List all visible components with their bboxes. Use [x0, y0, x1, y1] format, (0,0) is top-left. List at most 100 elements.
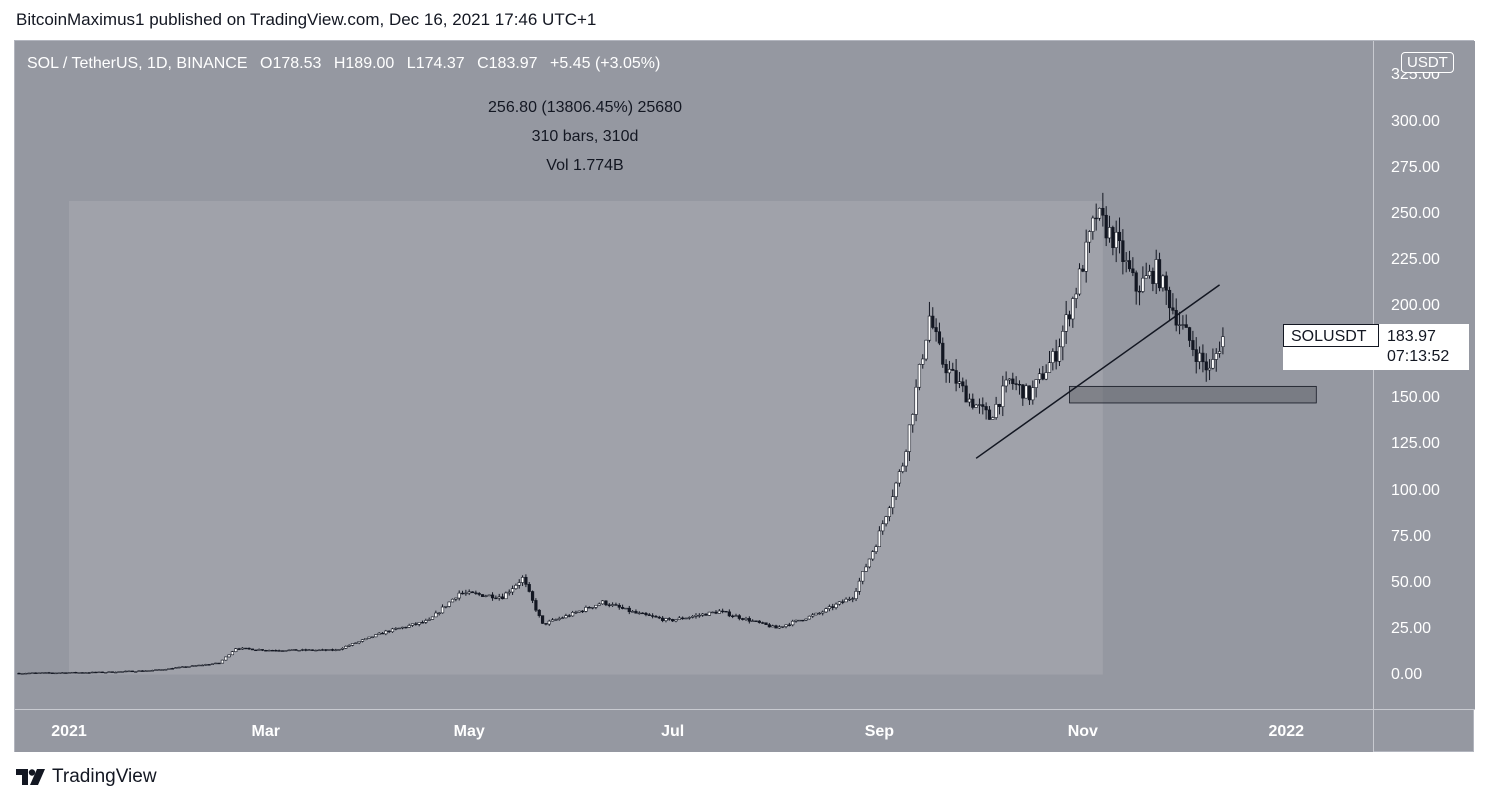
- candle-body: [1117, 231, 1122, 241]
- candle-body: [140, 670, 144, 672]
- candle-body: [207, 664, 211, 666]
- candle-body: [150, 670, 154, 672]
- time-axis[interactable]: [15, 709, 1373, 752]
- symbol-label[interactable]: SOL / TetherUS, 1D, BINANCE: [27, 55, 248, 72]
- candle-body: [230, 651, 235, 656]
- candle-body: [967, 398, 972, 403]
- candle-body: [200, 664, 205, 667]
- candle-body: [260, 649, 265, 651]
- candle-body: [280, 650, 285, 652]
- candle-body: [57, 672, 61, 674]
- candle-body: [924, 339, 928, 360]
- candle-body: [104, 672, 108, 674]
- plot-area[interactable]: SOL / TetherUS, 1D, BINANCE O178.53 H189…: [15, 41, 1373, 709]
- candle-body: [1161, 275, 1165, 289]
- candle-body: [927, 315, 932, 341]
- candle-body: [1164, 275, 1168, 291]
- candle-body: [937, 331, 942, 344]
- candle-body: [1017, 383, 1022, 386]
- candle-body: [560, 617, 565, 619]
- candle-body: [424, 620, 428, 623]
- candle-body: [384, 630, 388, 635]
- y-tick-label: 275.00: [1391, 158, 1440, 176]
- candle-body: [644, 612, 648, 616]
- footer-brand[interactable]: TradingView: [16, 766, 157, 788]
- candle-body: [467, 591, 471, 594]
- candle-body: [554, 619, 558, 621]
- candle-body: [697, 614, 701, 617]
- x-tick-label: 2021: [51, 723, 87, 740]
- candle-body: [671, 619, 675, 622]
- candle-body: [767, 624, 771, 628]
- candle-body: [264, 650, 268, 652]
- candle-body: [520, 576, 525, 583]
- candle-body: [1041, 373, 1045, 380]
- x-tick-label: Mar: [251, 723, 280, 740]
- measure-bars: 310 bars, 310d: [531, 128, 639, 145]
- candle-body: [324, 649, 328, 651]
- axis-corner: [1373, 709, 1475, 752]
- chart-svg: [17, 192, 1317, 675]
- candle-body: [1214, 353, 1218, 360]
- support-zone: [1069, 385, 1317, 404]
- candle-body: [934, 327, 938, 333]
- candle-body: [1167, 289, 1172, 309]
- candle-body: [867, 558, 871, 568]
- candle-body: [254, 649, 258, 652]
- candle-body: [404, 626, 408, 629]
- candle-body: [1107, 227, 1112, 239]
- candle-body: [414, 623, 418, 625]
- candle-body: [864, 566, 868, 572]
- price-axis[interactable]: [1373, 41, 1475, 709]
- candle-body: [1204, 361, 1208, 371]
- candle-body: [30, 672, 34, 674]
- candle-body: [651, 615, 655, 617]
- candle-body: [534, 600, 538, 611]
- candle-body: [457, 592, 461, 599]
- candle-body: [507, 591, 511, 594]
- candle-body: [277, 650, 281, 652]
- candle-body: [964, 385, 968, 403]
- candle-body: [1104, 214, 1108, 239]
- candle-body: [997, 403, 1002, 407]
- candle-body: [754, 620, 758, 622]
- candle-body: [54, 672, 58, 675]
- candle-body: [180, 666, 184, 668]
- currency-badge[interactable]: USDT: [1401, 52, 1454, 73]
- candle-body: [804, 618, 808, 621]
- candle-body: [347, 645, 351, 647]
- candle-body: [894, 482, 898, 497]
- candle-body: [167, 668, 171, 670]
- x-tick-label: May: [453, 723, 485, 740]
- candle-body: [1064, 314, 1068, 332]
- candle-body: [307, 649, 311, 651]
- candle-body: [1051, 351, 1055, 363]
- candle-body: [577, 610, 581, 613]
- candle-body: [550, 619, 555, 622]
- candle-body: [484, 595, 488, 597]
- candle-body: [464, 592, 468, 595]
- candle-body: [1081, 268, 1085, 272]
- candle-body: [1111, 227, 1115, 248]
- candle-body: [917, 364, 922, 388]
- candle-body: [734, 615, 738, 617]
- candle-body: [480, 594, 485, 597]
- candle-body: [1047, 362, 1052, 373]
- candle-body: [961, 381, 965, 387]
- candle-body: [1197, 352, 1202, 362]
- candle-body: [647, 614, 651, 616]
- candle-body: [1067, 314, 1072, 320]
- candle-body: [814, 612, 818, 616]
- candle-body: [611, 604, 615, 606]
- candle-body: [921, 358, 925, 365]
- candle-body: [100, 671, 104, 674]
- y-tick-label: 300.00: [1391, 112, 1440, 130]
- candle-body: [270, 649, 275, 652]
- footer-brand-label: TradingView: [52, 766, 157, 787]
- candle-body: [274, 650, 278, 652]
- candle-body: [327, 649, 331, 651]
- candle-body: [1181, 324, 1185, 326]
- candle-body: [574, 611, 578, 614]
- candle-body: [977, 404, 982, 406]
- candle-body: [1147, 270, 1152, 276]
